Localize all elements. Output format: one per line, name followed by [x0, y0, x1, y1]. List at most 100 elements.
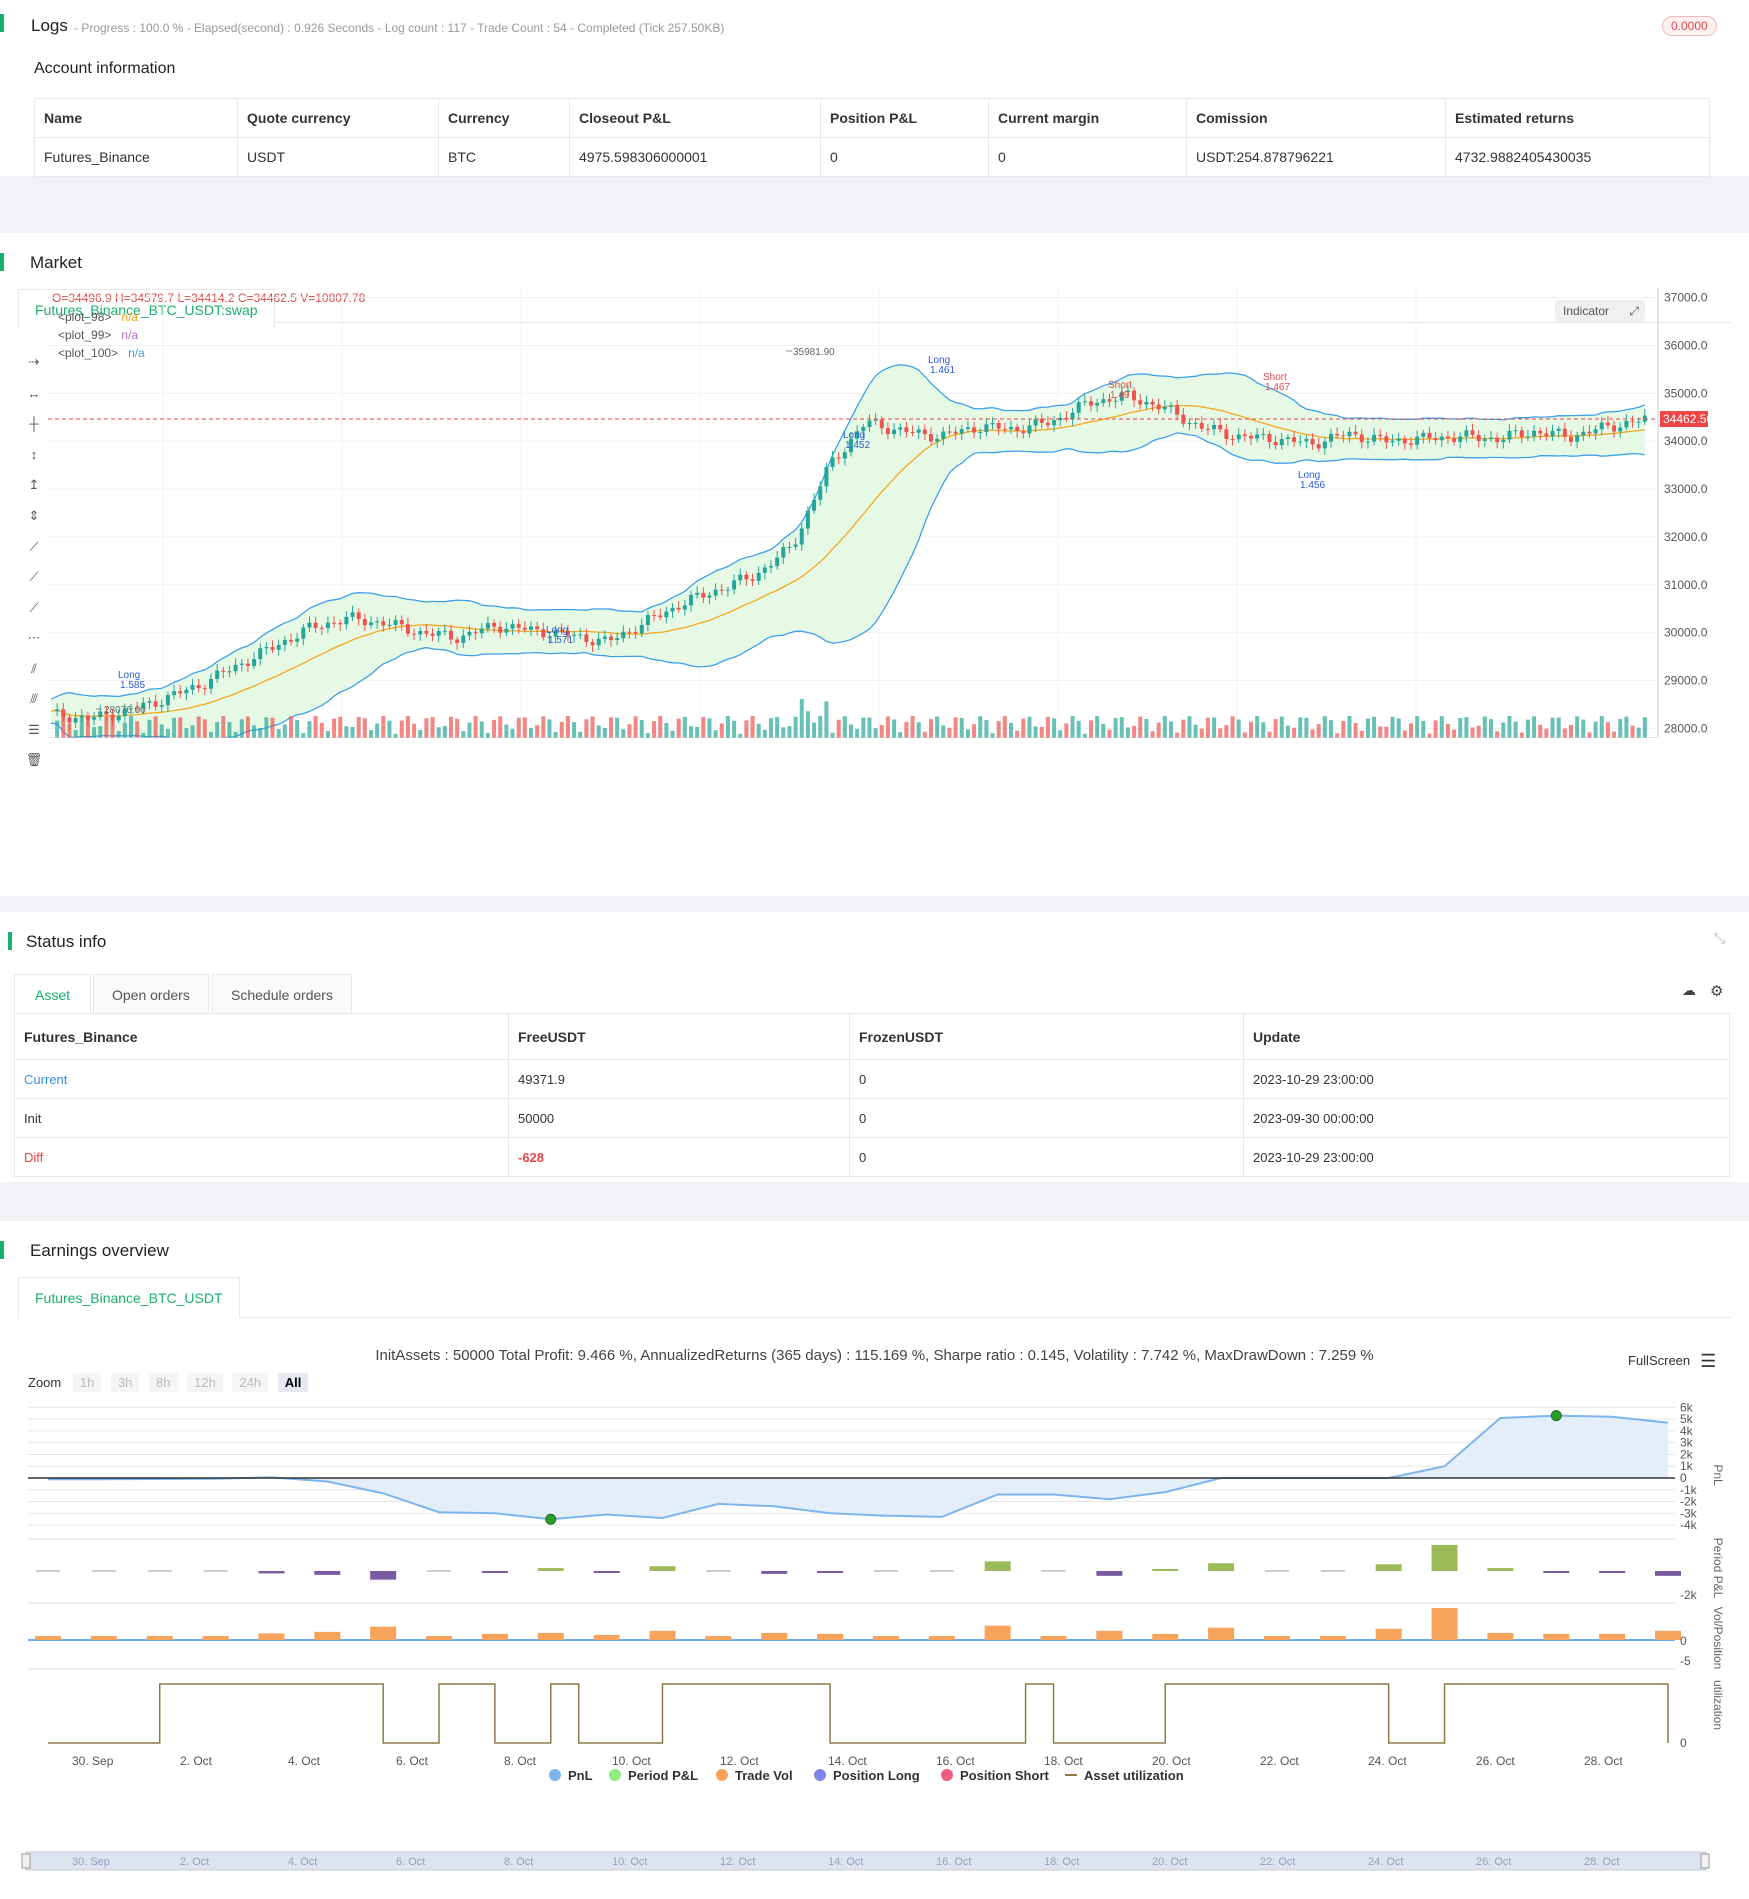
- volume-bar: [1052, 718, 1057, 738]
- volume-bar: [756, 723, 761, 738]
- volume-bar: [129, 716, 133, 738]
- pitchfork-icon[interactable]: ⫻: [30, 691, 38, 706]
- gear-icon[interactable]: ⚙: [1710, 983, 1724, 1000]
- tab-open-orders[interactable]: Open orders: [93, 974, 209, 1014]
- upper-band-line: [50, 364, 1646, 700]
- volume-bar: [578, 731, 583, 738]
- zoom-1h[interactable]: 1h: [72, 1373, 102, 1392]
- navigator-tick-label: 12. Oct: [720, 1856, 755, 1868]
- volume-bar: [1593, 721, 1598, 738]
- axis-title: Period P&L: [1711, 1538, 1725, 1599]
- trade-vol-bar: [1655, 1630, 1681, 1640]
- logs-section: Logs - Progress : 100.0 % - Elapsed(seco…: [0, 0, 1749, 177]
- volume-bar: [922, 731, 927, 738]
- vertical-line-icon[interactable]: ↕: [30, 447, 38, 462]
- candle-body: [1630, 420, 1635, 422]
- volume-bar: [1095, 716, 1100, 738]
- extended-line-icon[interactable]: ⟋: [29, 600, 39, 615]
- date-tick-label: 26. Oct: [1476, 1754, 1515, 1768]
- indicator-button[interactable]: Indicator ⤢: [1555, 300, 1645, 322]
- earnings-tab-symbol[interactable]: Futures_Binance_BTC_USDT: [18, 1277, 240, 1318]
- candle-body: [295, 638, 300, 642]
- volume-bar: [1273, 719, 1278, 738]
- fullscreen-button[interactable]: FullScreen ☰: [1628, 1351, 1717, 1371]
- current-price-tag: [1660, 411, 1708, 428]
- trade-vol-bar: [1543, 1633, 1570, 1640]
- ray-line-icon[interactable]: ⟋: [29, 569, 39, 584]
- navigator-track[interactable]: [25, 1851, 1707, 1871]
- trade-vol-bar: [1096, 1630, 1123, 1640]
- vertical-ray-icon[interactable]: ↥: [28, 477, 40, 492]
- candle-body: [978, 431, 983, 433]
- horizontal-line-icon[interactable]: ⇢: [28, 354, 40, 369]
- trash-icon[interactable]: 🗑: [25, 752, 43, 767]
- candle-body: [412, 633, 417, 635]
- zoom-all[interactable]: All: [277, 1373, 309, 1392]
- candle-body: [867, 420, 872, 428]
- volume-bar: [1538, 724, 1543, 738]
- candle-body: [1249, 435, 1253, 439]
- candle-body: [1285, 437, 1290, 440]
- candle-body: [301, 627, 306, 639]
- zoom-12h[interactable]: 12h: [187, 1373, 223, 1392]
- trend-line-icon[interactable]: ⟋: [29, 539, 39, 554]
- volume-bar: [319, 722, 324, 738]
- parallel-channel-icon[interactable]: ⫽: [31, 661, 37, 676]
- logs-accent-bar: [0, 14, 4, 32]
- tab-asset[interactable]: Asset: [14, 974, 92, 1014]
- volume-bar: [1378, 726, 1383, 738]
- volume-bar: [885, 716, 890, 738]
- pnl-tick-label: 3k: [1680, 1436, 1694, 1450]
- collapse-icon[interactable]: ⤡: [1714, 930, 1726, 946]
- zoom-8h[interactable]: 8h: [149, 1373, 178, 1392]
- zoom-3h[interactable]: 3h: [110, 1373, 140, 1392]
- market-tab-symbol[interactable]: Futures_Binance_BTC_USDT:swap: [18, 289, 275, 329]
- date-tick-label: 30. Sep: [72, 1754, 114, 1768]
- trade-vol-bar: [761, 1632, 788, 1640]
- volume-bar: [775, 717, 780, 738]
- candle-body: [744, 574, 749, 580]
- price-tick-label: 28000.00: [1664, 721, 1708, 735]
- price-range-icon[interactable]: ⇕: [28, 508, 40, 523]
- tab-schedule-orders[interactable]: Schedule orders: [212, 974, 352, 1014]
- price-tick-label: 31000.00: [1664, 578, 1708, 592]
- volume-bar: [61, 716, 66, 738]
- expand-icon[interactable]: ⤢: [1629, 304, 1639, 318]
- navigator[interactable]: 30. Sep 2. Oct 4. Oct 6. Oct 8. Oct 10. Oct 12…: [21, 1851, 1710, 1871]
- lower-band-line: [50, 432, 1645, 738]
- volume-bar: [750, 716, 755, 738]
- pnl-grid: [28, 1406, 1675, 1670]
- navigator-right-handle[interactable]: [1700, 1853, 1710, 1869]
- volume-bar: [1452, 729, 1457, 738]
- candle-body: [701, 592, 706, 598]
- period-pnl-bar: [1599, 1571, 1626, 1573]
- candle-body: [1636, 421, 1641, 423]
- candle-body: [418, 630, 423, 635]
- low-marker: 28076.00: [96, 705, 146, 716]
- cloud-download-icon[interactable]: ☁: [1682, 982, 1696, 998]
- signal-value: 1.49: [1110, 390, 1130, 401]
- volume-bar: [227, 722, 232, 738]
- cross-line-icon[interactable]: ┼: [29, 416, 39, 431]
- volume-bar: [1279, 716, 1284, 738]
- candle-body: [1378, 434, 1383, 437]
- volume-bar: [861, 717, 866, 738]
- menu-icon[interactable]: ☰: [1700, 1351, 1717, 1371]
- volume-bar: [1507, 716, 1512, 738]
- cell-update: 2023-09-30 00:00:00: [1243, 1098, 1730, 1138]
- zoom-24h[interactable]: 24h: [232, 1373, 269, 1392]
- volume-bar: [1045, 716, 1050, 738]
- price-label-icon[interactable]: ⋯: [27, 630, 41, 645]
- volume-bar: [1556, 717, 1561, 738]
- candle-body: [1144, 401, 1149, 405]
- price-tick-label: 34000.00: [1664, 434, 1708, 448]
- candlestick-chart[interactable]: Long1.585Long1.571Long1.452Long1.461Shor…: [48, 288, 1708, 738]
- trade-vol-bar: [1375, 1628, 1402, 1640]
- fib-retracement-icon[interactable]: ☰: [28, 722, 40, 737]
- trade-vol-bar: [146, 1636, 173, 1640]
- account-col-closeout: Closeout P&L: [569, 98, 821, 138]
- navigator-left-handle[interactable]: [21, 1853, 31, 1869]
- horizontal-ray-icon[interactable]: ↔: [27, 386, 41, 401]
- volume-bar: [1224, 725, 1229, 738]
